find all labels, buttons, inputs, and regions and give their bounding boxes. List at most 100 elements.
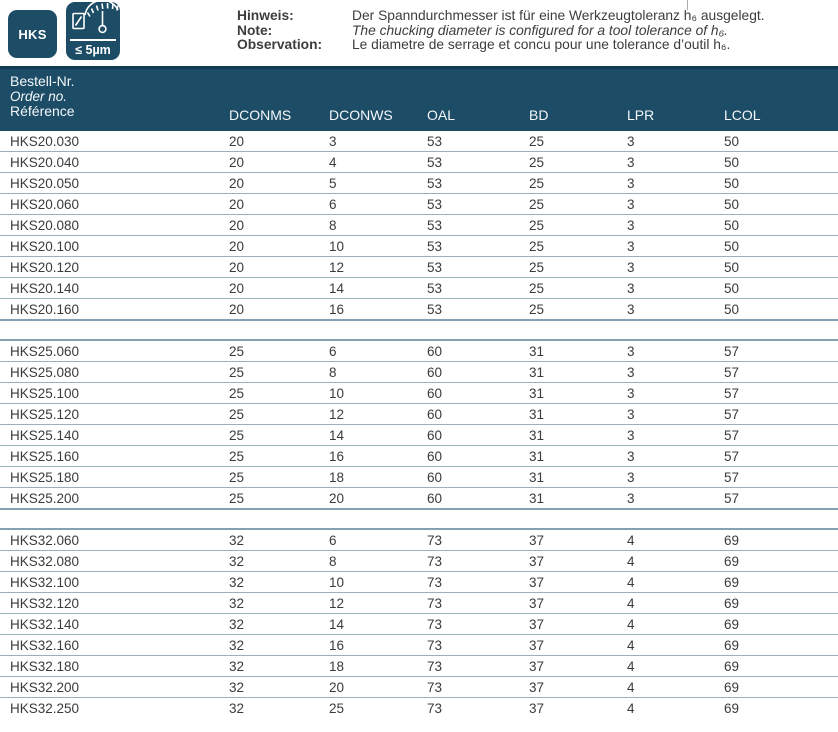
cell-dconws: 16 xyxy=(319,634,417,656)
cell-dconws: 18 xyxy=(319,466,417,488)
cell-lcol: 69 xyxy=(714,550,838,572)
cell-bd: 25 xyxy=(519,151,617,173)
cell-lcol: 50 xyxy=(714,172,838,194)
cell-dconms: 25 xyxy=(219,403,319,425)
cell-lcol: 57 xyxy=(714,382,838,404)
cell-oal: 60 xyxy=(417,382,519,404)
table-row: HKS20.100 20 10 53 25 3 50 xyxy=(0,235,838,257)
table-row: HKS20.160 20 16 53 25 3 50 xyxy=(0,298,838,321)
col-header-oal: OAL xyxy=(417,66,519,131)
cell-bd: 37 xyxy=(519,592,617,614)
cell-dconws: 12 xyxy=(319,592,417,614)
cell-dconms: 32 xyxy=(219,550,319,572)
cell-bd: 31 xyxy=(519,466,617,488)
cell-dconws: 16 xyxy=(319,445,417,467)
cell-lcol: 57 xyxy=(714,361,838,383)
cell-bd: 31 xyxy=(519,424,617,446)
cell-oal: 73 xyxy=(427,700,443,716)
cell-lcol: 57 xyxy=(714,487,838,510)
table-row: HKS32.060 32 6 73 37 4 69 xyxy=(0,529,838,551)
cell-bd: 25 xyxy=(519,214,617,236)
cell-bd: 25 xyxy=(519,193,617,215)
cell-order-no: HKS32.140 xyxy=(0,613,219,635)
cell-order-no: HKS25.100 xyxy=(0,382,219,404)
section-spacer xyxy=(0,320,838,341)
cell-lcol: 57 xyxy=(714,340,838,362)
cell-lpr: 3 xyxy=(617,445,714,467)
cell-order-no: HKS20.100 xyxy=(0,235,219,257)
table-header: Bestell-Nr. Order no. Référence DCONMS D… xyxy=(0,66,838,131)
cell-oal: 60 xyxy=(417,445,519,467)
cell-bd: 25 xyxy=(519,256,617,278)
cell-dconms: 25 xyxy=(219,445,319,467)
cell-lcol: 50 xyxy=(714,214,838,236)
cell-oal: 60 xyxy=(417,340,519,362)
cell-order-no: HKS20.050 xyxy=(0,172,219,194)
cell-lpr: 4 xyxy=(617,550,714,572)
cell-order-no: HKS20.160 xyxy=(0,298,219,321)
col-header-dconms: DCONMS xyxy=(219,66,319,131)
cell-dconms: 32 xyxy=(219,655,319,677)
cell-bd: 31 xyxy=(519,361,617,383)
note-label-en: Note: xyxy=(237,22,273,38)
cell-lpr: 4 xyxy=(617,592,714,614)
cell-order-no: HKS32.080 xyxy=(0,550,219,572)
cell-oal: 60 xyxy=(417,466,519,488)
cell-dconms: 32 xyxy=(219,613,319,635)
table-row: HKS32.200 32 20 73 37 4 69 xyxy=(0,676,838,698)
cell-lpr: 3 xyxy=(617,403,714,425)
cell-order-no: HKS32.200 xyxy=(0,676,219,698)
table-row: HKS25.100 25 10 60 31 3 57 xyxy=(0,382,838,404)
cell-lpr: 3 xyxy=(617,277,714,299)
cell-lcol: 50 xyxy=(714,151,838,173)
table-row: HKS20.120 20 12 53 25 3 50 xyxy=(0,256,838,278)
cell-bd: 37 xyxy=(529,700,545,716)
cell-lcol: 69 xyxy=(714,613,838,635)
runout-gauge-icon xyxy=(66,2,120,38)
cell-dconws: 14 xyxy=(319,424,417,446)
cell-order-no: HKS20.060 xyxy=(0,193,219,215)
cell-dconms: 20 xyxy=(219,193,319,215)
cell-bd: 37 xyxy=(519,529,617,551)
table-row: HKS32.250 32 25 73 37 4 69 xyxy=(0,698,838,719)
note-text-fr: Le diametre de serrage et concu pour une… xyxy=(352,37,731,53)
cell-oal: 60 xyxy=(417,487,519,510)
cell-dconws: 14 xyxy=(319,613,417,635)
cell-lcol: 57 xyxy=(714,403,838,425)
cell-dconws: 12 xyxy=(319,256,417,278)
spec-table: Bestell-Nr. Order no. Référence DCONMS D… xyxy=(0,66,838,718)
cell-dconms: 32 xyxy=(219,592,319,614)
cell-dconws: 4 xyxy=(319,151,417,173)
section-spacer xyxy=(0,509,838,530)
cell-bd: 31 xyxy=(519,403,617,425)
cell-dconms: 32 xyxy=(219,571,319,593)
cell-oal: 53 xyxy=(417,131,519,152)
cell-lpr: 4 xyxy=(627,700,635,716)
cell-order-no: HKS25.080 xyxy=(0,361,219,383)
cell-oal: 53 xyxy=(417,193,519,215)
table-row: HKS32.160 32 16 73 37 4 69 xyxy=(0,634,838,656)
note-label-de: Hinweis: xyxy=(237,8,294,23)
cell-lcol: 57 xyxy=(714,466,838,488)
cell-lcol: 50 xyxy=(714,256,838,278)
cell-lpr: 3 xyxy=(617,214,714,236)
cell-lpr: 3 xyxy=(617,193,714,215)
cell-lcol: 69 xyxy=(714,571,838,593)
cell-oal: 53 xyxy=(417,214,519,236)
cell-lpr: 3 xyxy=(617,361,714,383)
cell-dconws: 8 xyxy=(319,361,417,383)
cell-lpr: 3 xyxy=(617,424,714,446)
runout-badge-label: ≤ 5µm xyxy=(75,43,111,57)
cell-dconws: 14 xyxy=(319,277,417,299)
cell-dconws: 20 xyxy=(319,487,417,510)
table-row: HKS20.060 20 6 53 25 3 50 xyxy=(0,193,838,215)
cell-oal: 73 xyxy=(417,550,519,572)
cell-dconws: 10 xyxy=(319,382,417,404)
note-text-en: The chucking diameter is configured for … xyxy=(352,22,728,38)
cell-dconms: 25 xyxy=(219,424,319,446)
cell-dconws: 10 xyxy=(319,571,417,593)
table-row: HKS25.140 25 14 60 31 3 57 xyxy=(0,424,838,446)
cell-dconms: 20 xyxy=(219,131,319,152)
badge-divider xyxy=(70,39,116,41)
cell-oal: 73 xyxy=(417,655,519,677)
